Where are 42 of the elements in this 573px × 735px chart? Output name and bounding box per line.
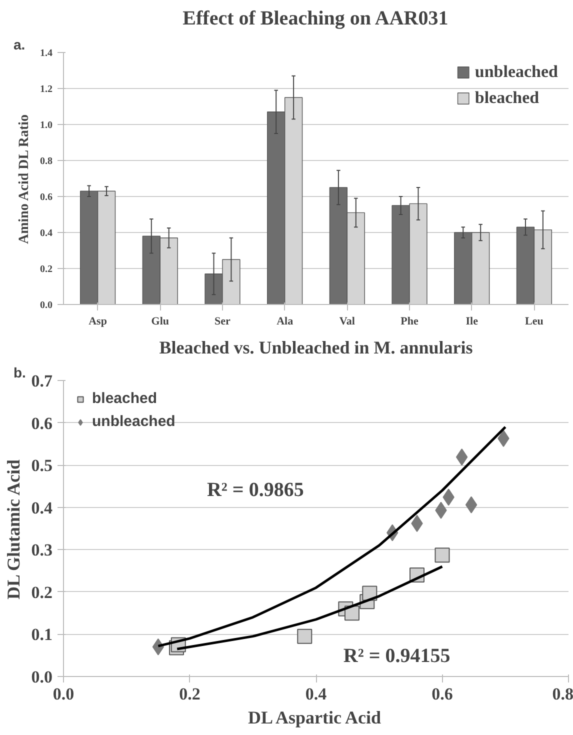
y-axis-title: Amino Acid DL Ratio (17, 114, 32, 244)
x-tick-label: Asp (88, 316, 107, 328)
legend-label: unbleached (474, 62, 558, 82)
x-tick-label: Phe (400, 316, 418, 328)
x-tick-label: 0.2 (179, 684, 200, 704)
x-tick-label: Ser (214, 316, 231, 328)
annotation: R² = 0.94155 (343, 644, 450, 667)
x-tick-label: Val (339, 316, 355, 328)
y-tick-label: 0.4 (31, 498, 53, 518)
x-tick-label: Glu (151, 316, 170, 328)
y-tick-label: 0.0 (31, 668, 52, 686)
y-tick-label: 0.6 (31, 414, 52, 433)
x-tick-label: 0.6 (432, 684, 453, 704)
chart-title: Bleached vs. Unbleached in M. annularis (159, 338, 473, 358)
x-tick-label: 0.4 (305, 684, 328, 704)
x-tick-label: Ile (466, 316, 478, 328)
x-axis-title: DL Aspartic Acid (248, 708, 382, 728)
legend-label: unbleached (92, 413, 176, 430)
x-tick-label: Leu (525, 316, 544, 328)
y-tick-label: 0.5 (31, 456, 52, 476)
x-tick-label: 0.0 (52, 684, 74, 704)
chart-title: Effect of Bleaching on AAR031 (182, 8, 448, 30)
y-tick-label: 0.2 (31, 582, 52, 602)
legend-label: bleached (474, 88, 540, 108)
text: b. (14, 364, 26, 380)
y-axis-title: DL Glutamic Acid (3, 459, 24, 600)
y-tick-label: 0.3 (31, 540, 52, 560)
y-tick-label: 0.1 (31, 625, 52, 644)
y-tick-label: 0.7 (31, 372, 53, 390)
y-tick-label: 1.2 (40, 84, 52, 95)
x-tick-label: Ala (276, 316, 294, 328)
text: a. (14, 36, 26, 52)
y-tick-label: 0.8 (40, 156, 52, 167)
x-tick-label: 0.8 (552, 684, 573, 704)
y-tick-label: 0.6 (40, 192, 52, 203)
y-tick-label: 1.0 (40, 120, 52, 131)
annotation: R² = 0.9865 (206, 479, 304, 502)
legend-label: bleached (92, 390, 158, 407)
y-tick-label: 0.2 (40, 264, 52, 275)
y-tick-label: 1.4 (40, 48, 52, 59)
y-tick-label: 0.0 (40, 300, 52, 311)
y-tick-label: 0.4 (40, 228, 52, 239)
